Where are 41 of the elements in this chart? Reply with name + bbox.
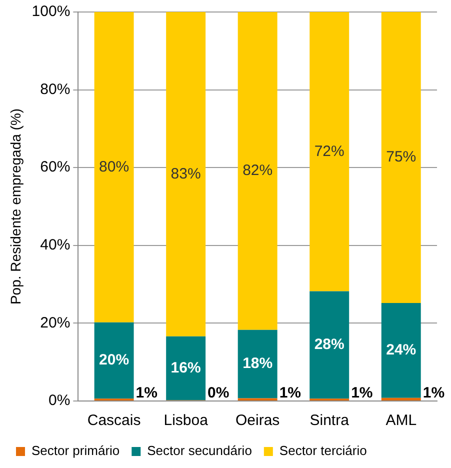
data-label: 80% xyxy=(99,158,130,176)
y-tick-label: 20% xyxy=(40,314,70,332)
x-tick-label: Oeiras xyxy=(235,412,280,430)
y-tick-label: 60% xyxy=(40,158,70,176)
bar xyxy=(94,12,134,322)
y-tick-label: 40% xyxy=(40,236,70,254)
bar xyxy=(310,12,350,292)
y-axis-title: Pop. Residente empregada (%) xyxy=(7,108,24,305)
y-tick-label: 0% xyxy=(48,392,70,410)
data-label: 20% xyxy=(99,352,130,369)
data-label: 0% xyxy=(208,384,230,402)
x-tick-label: Lisboa xyxy=(164,412,209,430)
data-label: 18% xyxy=(242,355,273,372)
data-label: 83% xyxy=(170,165,201,182)
data-label: 1% xyxy=(279,384,302,402)
bar xyxy=(310,291,350,399)
data-label: 1% xyxy=(136,384,158,402)
x-tick-label: Sintra xyxy=(310,412,350,430)
data-label: 24% xyxy=(386,342,416,359)
y-tick-label: 80% xyxy=(40,80,70,98)
legend-label: Sector terciário xyxy=(279,443,367,458)
data-label: 16% xyxy=(170,359,201,376)
bar xyxy=(381,398,421,400)
data-label: 82% xyxy=(242,162,273,180)
bar xyxy=(166,12,206,336)
bar xyxy=(94,322,134,399)
bar xyxy=(381,302,421,398)
data-label: 72% xyxy=(314,142,344,160)
data-label: 75% xyxy=(386,148,416,166)
y-tick-label: 100% xyxy=(32,3,70,20)
legend-label: Sector primário xyxy=(32,443,120,458)
data-label: 1% xyxy=(351,384,373,402)
data-label: 1% xyxy=(422,384,445,402)
bar xyxy=(238,12,278,330)
bar xyxy=(238,330,278,398)
x-tick-label: Cascais xyxy=(87,412,141,430)
data-label: 28% xyxy=(314,336,344,354)
bar xyxy=(381,12,421,303)
x-tick-label: AML xyxy=(386,412,417,430)
legend-label: Sector secundário xyxy=(147,443,252,458)
bar xyxy=(166,336,206,400)
